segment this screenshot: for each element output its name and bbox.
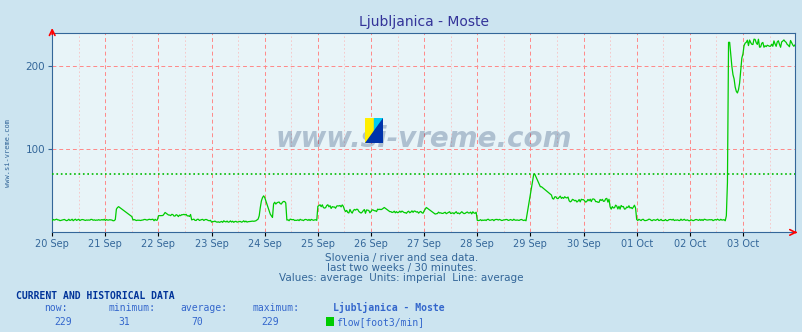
- Text: flow[foot3/min]: flow[foot3/min]: [336, 317, 424, 327]
- Text: 229: 229: [261, 317, 278, 327]
- Polygon shape: [365, 118, 383, 143]
- Text: 70: 70: [191, 317, 203, 327]
- Text: Values: average  Units: imperial  Line: average: Values: average Units: imperial Line: av…: [279, 273, 523, 283]
- Text: 229: 229: [55, 317, 72, 327]
- Text: minimum:: minimum:: [108, 303, 156, 313]
- Text: Slovenia / river and sea data.: Slovenia / river and sea data.: [325, 253, 477, 263]
- Text: CURRENT AND HISTORICAL DATA: CURRENT AND HISTORICAL DATA: [16, 291, 175, 301]
- Text: 31: 31: [119, 317, 131, 327]
- Text: Ljubljanica - Moste: Ljubljanica - Moste: [333, 302, 444, 313]
- Text: www.si-vreme.com: www.si-vreme.com: [275, 125, 571, 153]
- Text: average:: average:: [180, 303, 228, 313]
- Text: last two weeks / 30 minutes.: last two weeks / 30 minutes.: [326, 263, 476, 273]
- Title: Ljubljanica - Moste: Ljubljanica - Moste: [358, 15, 488, 29]
- Text: maximum:: maximum:: [253, 303, 300, 313]
- Text: www.si-vreme.com: www.si-vreme.com: [5, 119, 10, 187]
- Text: now:: now:: [44, 303, 67, 313]
- Bar: [365, 118, 374, 143]
- Bar: [374, 118, 383, 143]
